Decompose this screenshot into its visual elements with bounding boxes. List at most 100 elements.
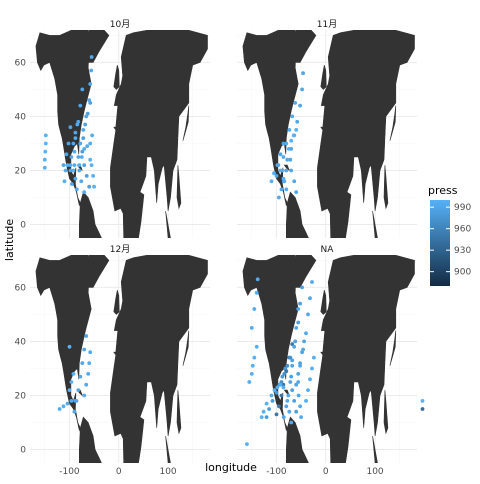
storm-point [72, 149, 77, 154]
storm-point [250, 363, 255, 368]
storm-point [290, 388, 295, 392]
legend-title: press [428, 184, 458, 197]
y-tick-label: 40 [15, 112, 27, 122]
storm-point [85, 144, 90, 149]
land-polygon [35, 30, 92, 207]
storm-point [61, 404, 66, 409]
land-polygon [389, 330, 397, 366]
storm-point [298, 103, 302, 108]
storm-point [298, 404, 302, 409]
land-polygon [182, 105, 190, 141]
storm-point [80, 149, 85, 154]
panel-plot-area [30, 255, 210, 463]
storm-point [254, 290, 259, 295]
storm-point [281, 415, 286, 419]
storm-point [278, 152, 283, 157]
storm-point [83, 122, 88, 127]
storm-point [298, 363, 302, 368]
storm-point [43, 141, 48, 146]
storm-point [279, 393, 284, 398]
storm-point [290, 363, 295, 368]
storm-point [267, 407, 271, 411]
storm-point [310, 366, 314, 371]
land-polygon [383, 165, 389, 210]
storm-point [298, 301, 302, 306]
x-tick-label: -100 [59, 467, 80, 477]
storm-point [84, 382, 89, 387]
land-polygon [165, 435, 171, 463]
storm-point [76, 119, 81, 124]
storm-point [275, 385, 280, 390]
storm-point [296, 393, 301, 398]
storm-point [82, 393, 87, 398]
storm-point [296, 307, 301, 311]
land-polygon [110, 255, 208, 463]
storm-point [312, 355, 316, 360]
storm-point [298, 361, 302, 365]
land-polygon [82, 255, 110, 288]
storm-point [288, 380, 293, 384]
storm-point [308, 296, 312, 301]
storm-point [284, 187, 289, 192]
storm-point [82, 147, 87, 151]
land-polygon [372, 435, 378, 463]
storm-point [92, 184, 96, 189]
storm-point [284, 404, 289, 409]
storm-point [269, 179, 274, 184]
storm-point [43, 133, 48, 138]
storm-point [300, 285, 304, 290]
storm-point [284, 168, 289, 173]
storm-point [287, 409, 292, 414]
storm-point [277, 404, 281, 409]
unfaceted-points [420, 399, 425, 411]
storm-point [286, 147, 291, 151]
storm-point [270, 399, 275, 403]
storm-point [71, 168, 76, 173]
storm-point [293, 339, 298, 344]
storm-point [308, 377, 312, 382]
storm-point [276, 163, 281, 168]
land-polygon [289, 30, 317, 63]
y-tick-label: 60 [15, 283, 27, 293]
storm-point [290, 358, 295, 363]
storm-point [88, 82, 93, 86]
storm-point [91, 174, 95, 178]
legend-breaks: 990 960 930 900 [430, 203, 471, 278]
x-tick-label: -100 [266, 467, 287, 477]
storm-point [302, 339, 306, 344]
x-tick-label: 100 [159, 467, 176, 477]
panel-plot-area [30, 30, 210, 238]
storm-point [245, 442, 249, 446]
storm-point [67, 388, 72, 392]
storm-point [89, 163, 94, 168]
storm-point [57, 407, 62, 411]
x-tick-label: 0 [116, 467, 122, 477]
storm-point [78, 141, 83, 146]
land-polygon [165, 210, 171, 238]
storm-point [294, 127, 299, 132]
facet-panel: 10月 0 20 40 60 [15, 19, 210, 238]
storm-point [281, 385, 286, 390]
land-polygon [176, 165, 182, 210]
storm-point [82, 190, 87, 195]
land-polygon [113, 290, 120, 315]
y-tick-label: 20 [15, 166, 27, 176]
storm-point [264, 401, 269, 406]
storm-point [249, 372, 254, 376]
storm-point [289, 168, 294, 173]
storm-point [296, 372, 301, 376]
legend-colorbar [430, 200, 450, 286]
storm-point [42, 157, 47, 162]
legend-break-label: 900 [454, 268, 471, 278]
land-polygon [110, 30, 208, 238]
storm-point [84, 334, 89, 338]
storm-point [89, 68, 94, 73]
storm-point [274, 390, 279, 395]
storm-point [78, 103, 83, 108]
storm-point [292, 344, 297, 349]
storm-point [79, 179, 84, 184]
storm-point [299, 415, 303, 419]
storm-point [282, 372, 287, 376]
storm-point [261, 409, 266, 414]
